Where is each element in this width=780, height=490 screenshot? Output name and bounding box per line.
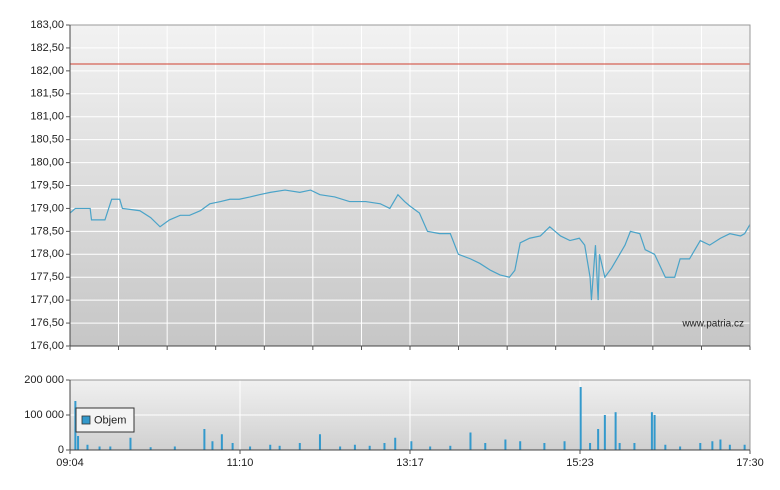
volume-bar bbox=[410, 441, 413, 450]
volume-bar bbox=[231, 443, 234, 450]
legend-label: Objem bbox=[94, 414, 126, 426]
volume-bar bbox=[203, 429, 206, 450]
volume-bar bbox=[129, 437, 132, 450]
volume-bar bbox=[269, 444, 272, 450]
volume-bar bbox=[618, 443, 621, 450]
x-tick-label: 13:17 bbox=[396, 457, 424, 469]
volume-bar bbox=[743, 444, 746, 450]
volume-bar bbox=[353, 444, 356, 450]
volume-bar bbox=[211, 441, 214, 450]
volume-bar bbox=[650, 412, 653, 450]
x-tick-label: 11:10 bbox=[227, 457, 254, 469]
volume-bar bbox=[368, 445, 371, 450]
y-tick-label: 182,00 bbox=[30, 65, 64, 77]
volume-bar bbox=[633, 443, 636, 450]
volume-bar bbox=[589, 443, 592, 450]
volume-bar bbox=[519, 441, 522, 450]
x-tick-label: 15:23 bbox=[566, 457, 594, 469]
volume-bar bbox=[298, 443, 301, 450]
y-tick-label: 176,50 bbox=[30, 317, 64, 329]
y-tick-label: 178,00 bbox=[30, 248, 64, 260]
volume-bar bbox=[220, 434, 223, 450]
y-tick-label: 181,50 bbox=[30, 88, 64, 100]
y-tick-label: 179,50 bbox=[30, 179, 64, 191]
y-tick-label: 100 000 bbox=[24, 409, 64, 421]
y-tick-label: 178,50 bbox=[30, 225, 64, 237]
y-tick-label: 177,00 bbox=[30, 294, 64, 306]
volume-bar bbox=[278, 445, 281, 450]
y-tick-label: 200 000 bbox=[24, 374, 64, 386]
y-tick-label: 176,00 bbox=[30, 340, 64, 352]
volume-bar bbox=[149, 447, 152, 450]
volume-bar bbox=[728, 444, 731, 450]
x-tick-label: 17:30 bbox=[736, 457, 764, 469]
volume-bar bbox=[383, 443, 386, 450]
volume-bar bbox=[339, 446, 342, 450]
volume-bar bbox=[249, 446, 252, 450]
y-tick-label: 181,00 bbox=[30, 111, 64, 123]
volume-bar bbox=[679, 446, 682, 450]
volume-bar bbox=[614, 412, 617, 450]
legend-box bbox=[75, 407, 135, 433]
volume-bar bbox=[504, 439, 507, 450]
y-tick-label: 177,50 bbox=[30, 271, 64, 283]
volume-bar bbox=[484, 443, 487, 450]
y-tick-label: 180,50 bbox=[30, 134, 64, 146]
volume-bar bbox=[74, 401, 77, 450]
y-tick-label: 180,00 bbox=[30, 156, 64, 168]
volume-bar bbox=[86, 444, 89, 450]
volume-bar bbox=[109, 446, 112, 450]
volume-bar bbox=[394, 437, 397, 450]
y-tick-label: 179,00 bbox=[30, 202, 64, 214]
x-tick-label: 09:04 bbox=[56, 457, 84, 469]
watermark: www.patria.cz bbox=[681, 319, 744, 330]
volume-bar bbox=[543, 443, 546, 450]
volume-bar bbox=[173, 446, 176, 450]
volume-bar bbox=[98, 446, 101, 450]
volume-bar bbox=[429, 446, 432, 450]
volume-bar bbox=[563, 441, 566, 450]
volume-bar bbox=[699, 443, 702, 450]
volume-bar bbox=[711, 441, 714, 450]
volume-bar bbox=[597, 429, 600, 450]
volume-bar bbox=[719, 439, 722, 450]
volume-bar bbox=[77, 436, 80, 450]
legend-swatch bbox=[81, 415, 91, 425]
y-tick-label: 183,00 bbox=[30, 19, 64, 31]
price-line bbox=[69, 189, 751, 301]
volume-bar bbox=[579, 387, 582, 450]
volume-bar bbox=[318, 434, 321, 450]
volume-bar bbox=[449, 445, 452, 450]
volume-bar bbox=[603, 415, 606, 450]
y-tick-label: 0 bbox=[58, 444, 64, 456]
volume-bar bbox=[664, 444, 667, 450]
volume-bar bbox=[469, 432, 472, 450]
y-tick-label: 182,50 bbox=[30, 42, 64, 54]
volume-bar bbox=[653, 415, 656, 450]
